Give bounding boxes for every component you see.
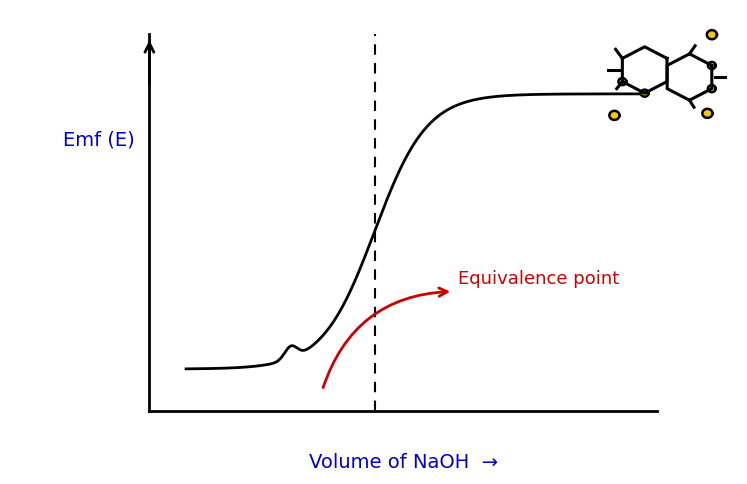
Polygon shape [708,62,716,69]
Polygon shape [619,78,626,85]
Text: Emf (E): Emf (E) [63,130,134,149]
Polygon shape [707,30,717,39]
Polygon shape [610,111,619,120]
Text: Equivalence point: Equivalence point [459,270,619,288]
Polygon shape [708,85,716,92]
Polygon shape [641,90,648,97]
Polygon shape [702,109,713,118]
Text: Volume of NaOH  →: Volume of NaOH → [309,453,498,472]
